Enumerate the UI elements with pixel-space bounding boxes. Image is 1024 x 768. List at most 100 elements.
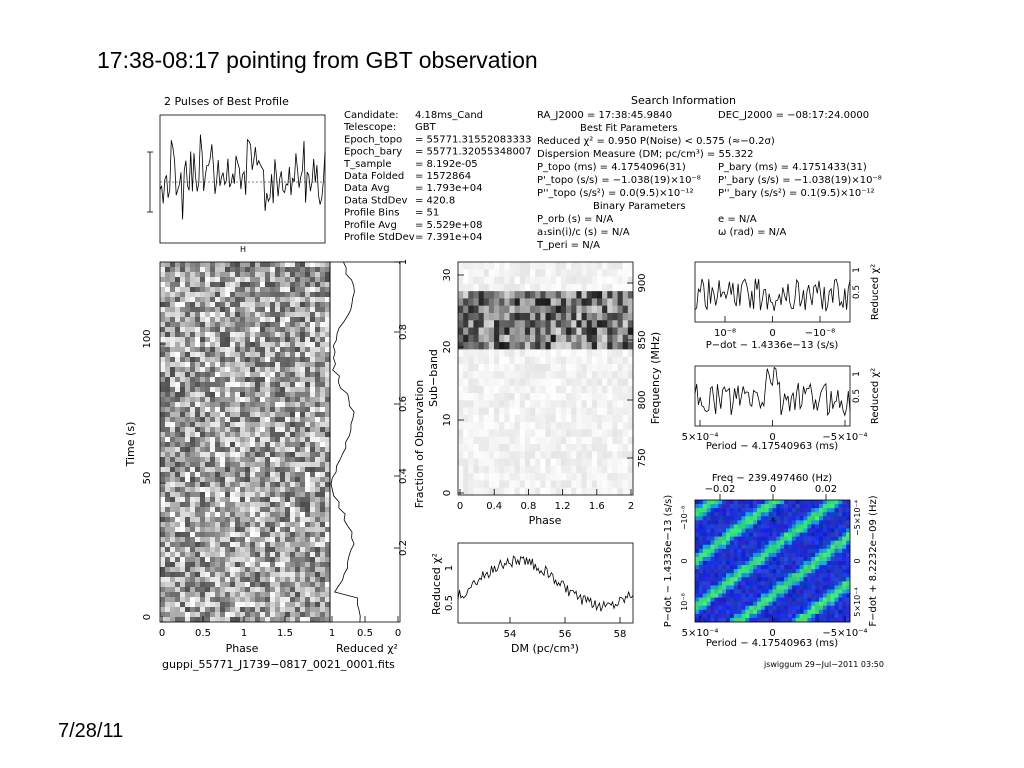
heat-cell: [305, 307, 311, 313]
heat-cell: [180, 267, 186, 273]
heat-cell: [617, 422, 624, 430]
heat-cell: [509, 298, 515, 306]
heat-cell: [225, 407, 231, 413]
heat-cell: [555, 444, 562, 452]
heat-cell: [473, 451, 479, 459]
heat-cell: [499, 312, 505, 321]
ppdot-cell: [772, 556, 777, 562]
ppdot-cell: [830, 548, 835, 554]
heat-cell: [165, 262, 171, 268]
heat-cell: [165, 587, 171, 593]
heat-cell: [215, 507, 221, 513]
heat-cell: [195, 292, 201, 298]
heat-cell: [290, 357, 296, 363]
heat-cell: [305, 582, 311, 588]
heat-cell: [300, 347, 306, 353]
heat-cell: [275, 482, 281, 488]
heat-cell: [514, 334, 521, 343]
heat-cell: [550, 262, 557, 270]
heat-cell: [170, 427, 176, 433]
heat-cell: [295, 552, 301, 558]
heat-cell: [325, 407, 331, 413]
heat-cell: [519, 298, 526, 306]
heat-cell: [560, 342, 567, 350]
heat-cell: [215, 542, 221, 548]
heat-cell: [215, 442, 221, 448]
heat-cell: [220, 597, 226, 603]
heat-cell: [519, 465, 526, 474]
heat-cell: [275, 447, 281, 453]
ppdot-cell: [760, 585, 766, 590]
heat-cell: [627, 393, 634, 401]
heat-cell: [225, 582, 231, 588]
heat-cell: [468, 334, 474, 343]
heat-cell: [509, 414, 515, 423]
info-value: = 55771.31552083333: [415, 134, 532, 145]
heat-cell: [571, 262, 577, 270]
heat-cell: [310, 497, 316, 503]
heat-cell: [210, 412, 216, 418]
time-phase-y-tick-label: 0: [142, 614, 153, 620]
ppdot-cell: [710, 585, 715, 590]
heat-cell: [473, 298, 479, 306]
heat-cell: [499, 451, 505, 459]
heat-cell: [270, 397, 276, 403]
heat-cell: [240, 482, 246, 488]
heat-cell: [200, 307, 206, 313]
ppdot-cell: [745, 544, 750, 550]
heat-cell: [519, 422, 526, 430]
ppdot-cell: [745, 504, 750, 509]
heat-cell: [170, 462, 176, 468]
heat-cell: [205, 387, 211, 393]
ppdot-cell: [757, 589, 762, 594]
heat-cell: [295, 502, 301, 508]
heat-cell: [250, 362, 256, 368]
ppdot-cell: [803, 577, 808, 582]
ppdot-cell: [822, 552, 828, 558]
heat-cell: [205, 462, 211, 468]
ppdot-cell: [729, 512, 735, 517]
heat-cell: [180, 322, 186, 328]
ppdot-cell: [760, 601, 766, 607]
ppdot-cell: [807, 577, 812, 582]
heat-cell: [180, 517, 186, 523]
ppdot-cell: [807, 601, 812, 607]
heat-cell: [550, 407, 557, 416]
heat-cell: [504, 262, 510, 270]
ppdot-cell: [726, 565, 731, 570]
heat-cell: [483, 451, 490, 459]
heat-cell: [325, 557, 331, 563]
ppdot-cell: [807, 589, 812, 594]
heat-cell: [300, 337, 306, 343]
ppdot-cell: [811, 609, 816, 615]
heat-cell: [270, 272, 276, 278]
heat-cell: [468, 342, 474, 350]
heat-cell: [275, 262, 281, 268]
ppdot-cell: [780, 536, 785, 541]
ppdot-xtop-tick-label: −0.02: [705, 484, 736, 495]
ppdot-cell: [710, 601, 715, 607]
heat-cell: [275, 277, 281, 283]
ppdot-cell: [722, 589, 727, 594]
heat-cell: [627, 312, 634, 321]
heat-cell: [325, 312, 331, 318]
heat-cell: [602, 291, 608, 299]
heat-cell: [245, 382, 251, 388]
heat-cell: [180, 312, 186, 318]
heat-cell: [514, 312, 521, 321]
ppdot-cell: [822, 532, 828, 537]
heat-cell: [160, 582, 166, 588]
heat-cell: [586, 283, 593, 292]
heat-cell: [255, 487, 261, 493]
ppdot-cell: [737, 504, 742, 509]
heat-cell: [555, 407, 562, 416]
heat-cell: [175, 317, 181, 323]
heat-cell: [468, 356, 474, 365]
ppdot-cell: [791, 524, 797, 529]
heat-cell: [240, 612, 246, 618]
ppdot-cell: [768, 593, 773, 598]
heat-cell: [310, 532, 316, 538]
heat-cell: [200, 302, 206, 308]
heat-cell: [265, 517, 271, 523]
